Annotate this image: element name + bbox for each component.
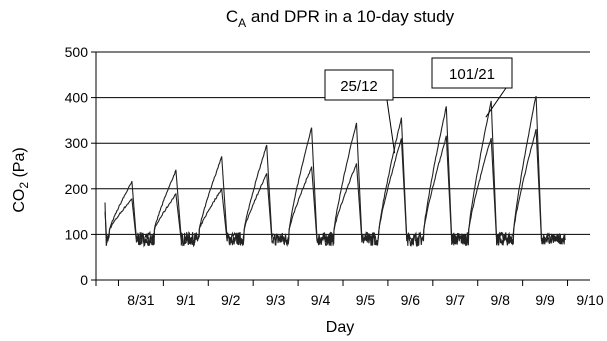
y-tick-label: 500 (65, 44, 89, 60)
gridlines (96, 51, 590, 235)
x-tick-label: 9/7 (446, 292, 466, 308)
x-tick-label: 9/2 (221, 292, 241, 308)
x-tick-label: 9/1 (176, 292, 196, 308)
y-tick-label: 0 (80, 272, 88, 288)
annotation-box (431, 57, 513, 89)
x-tick-label: 9/10 (576, 292, 603, 308)
x-tick-label: 9/5 (356, 292, 376, 308)
x-tick-label: 9/9 (535, 292, 555, 308)
series-low-line (104, 129, 566, 248)
y-tick-label: 100 (65, 226, 89, 242)
series-lines (104, 95, 566, 248)
y-tick-label: 300 (65, 135, 89, 151)
x-tick-label: 8/31 (127, 292, 154, 308)
x-tick-label: 9/6 (401, 292, 421, 308)
y-axis-ticks: 0 100 200 300 400 500 (65, 44, 96, 288)
y-axis-label: CO2 (Pa) (11, 147, 31, 212)
annotation-leader (485, 87, 507, 118)
annotation-label: 25/12 (340, 78, 378, 95)
x-tick-label: 9/3 (266, 292, 286, 308)
x-axis-label: Day (326, 319, 354, 336)
annotations: 25/12 101/21 (324, 57, 513, 154)
axes (95, 52, 590, 281)
annotation-box (324, 69, 394, 101)
chart-title: CA and DPR in a 10-day study (226, 7, 455, 30)
y-tick-label: 400 (65, 90, 89, 106)
annotation-label: 101/21 (449, 66, 495, 83)
x-tick-label: 9/4 (311, 292, 331, 308)
x-tick-label: 9/8 (490, 292, 510, 308)
annotation-leader (386, 99, 396, 154)
x-axis-ticks: 8/31 9/1 9/2 9/3 9/4 9/5 9/6 9/7 9/8 9/9 9/10 (95, 280, 604, 308)
y-tick-label: 200 (65, 181, 89, 197)
